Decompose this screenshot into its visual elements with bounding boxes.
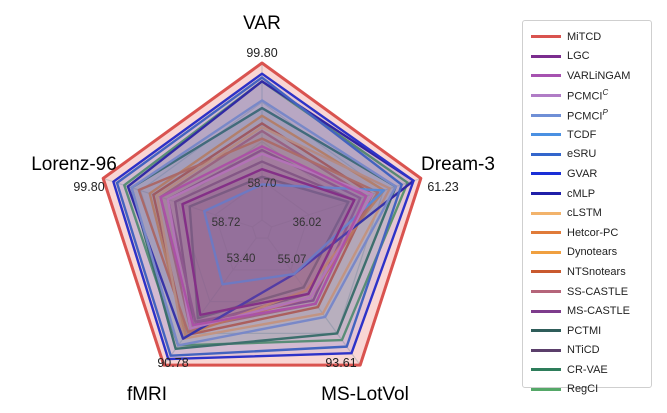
legend-item: eSRU <box>531 145 651 165</box>
legend-label: Dynotears <box>567 246 618 259</box>
axis-title-fmri: fMRI <box>127 384 167 405</box>
legend-swatch <box>531 113 561 117</box>
legend-swatch <box>531 348 561 352</box>
legend-label: CR-VAE <box>567 363 608 376</box>
legend-label: PCTMI <box>567 324 602 337</box>
legend-item: VARLiNGAM <box>531 66 651 86</box>
legend-swatch <box>531 192 561 196</box>
axis-min-dream3: 36.02 <box>293 217 322 229</box>
axis-max-var: 99.80 <box>246 46 277 60</box>
legend-item: Dynotears <box>531 243 651 263</box>
legend-label: cLSTM <box>567 207 602 220</box>
legend-label: TCDF <box>567 128 597 141</box>
axis-max-lorenz96: 99.80 <box>73 180 104 194</box>
series-tcdf <box>203 183 386 286</box>
axis-max-mslotvol: 93.61 <box>325 356 356 370</box>
legend-swatch <box>531 133 561 137</box>
legend-item: MiTCD <box>531 27 651 47</box>
legend-label: cMLP <box>567 187 596 200</box>
legend-swatch <box>531 231 561 235</box>
legend-label: VARLiNGAM <box>567 69 631 82</box>
legend-label: MiTCD <box>567 30 602 43</box>
legend-item: SS-CASTLE <box>531 282 651 302</box>
legend-label: NTSnotears <box>567 265 626 278</box>
legend-label: LGC <box>567 50 590 63</box>
legend-swatch <box>531 35 561 39</box>
series-pcmci-p <box>130 99 397 347</box>
legend-item: cMLP <box>531 184 651 204</box>
legend-label: GVAR <box>567 167 598 180</box>
legend-label: RegCI <box>567 383 599 396</box>
radar-series <box>101 61 423 367</box>
legend-swatch <box>531 387 561 391</box>
legend-item: MS-CASTLE <box>531 301 651 321</box>
legend-label: PCMCIP <box>567 107 608 123</box>
axis-min-fmri: 53.40 <box>227 253 256 265</box>
legend-label: SS-CASTLE <box>567 285 629 298</box>
legend-label: Hetcor-PC <box>567 226 619 239</box>
legend-label: NTiCD <box>567 344 600 357</box>
legend-swatch <box>531 152 561 156</box>
legend-item: GVAR <box>531 164 651 184</box>
axis-title-var: VAR <box>243 13 281 34</box>
axis-max-dream3: 61.23 <box>427 180 458 194</box>
axis-min-var: 58.70 <box>248 178 277 190</box>
legend-swatch <box>531 270 561 274</box>
axis-max-fmri: 90.78 <box>157 356 188 370</box>
series-pcmci-c <box>166 152 374 330</box>
axis-title-dream3: Dream-3 <box>421 154 495 175</box>
legend-item: RegCI <box>531 380 651 400</box>
legend-item: PCTMI <box>531 321 651 341</box>
legend-label: PCMCIC <box>567 88 609 103</box>
legend-swatch <box>531 309 561 313</box>
axis-min-lorenz96: 58.72 <box>212 217 241 229</box>
legend-item: Hetcor-PC <box>531 223 651 243</box>
legend-swatch <box>531 54 561 58</box>
chart-legend: MiTCD LGC VARLiNGAM PCMCIC PCMCIP TCDF eSRU GVA… <box>522 20 652 395</box>
series-ntsnotears <box>152 122 374 337</box>
legend-item: NTiCD <box>531 341 651 361</box>
grid-ring <box>214 180 310 271</box>
legend-swatch <box>531 329 561 333</box>
legend-item: LGC <box>531 47 651 67</box>
legend-swatch <box>531 211 561 215</box>
legend-item: cLSTM <box>531 203 651 223</box>
grid-spoke <box>163 237 257 366</box>
series-mitcd <box>101 61 423 367</box>
series-esru <box>115 76 403 357</box>
grid-ring <box>251 219 273 239</box>
legend-item: PCMCIC <box>531 86 651 106</box>
legend-swatch <box>531 290 561 294</box>
series-lgc <box>181 167 356 317</box>
axis-min-mslotvol: 55.07 <box>278 254 307 266</box>
legend-item: TCDF <box>531 125 651 145</box>
legend-item: CR-VAE <box>531 360 651 380</box>
legend-item: NTSnotears <box>531 262 651 282</box>
legend-swatch <box>531 74 561 78</box>
axis-title-lorenz96: Lorenz-96 <box>31 154 117 175</box>
grid-spoke <box>267 237 361 366</box>
legend-swatch <box>531 94 561 98</box>
legend-swatch <box>531 250 561 254</box>
legend-label: MS-CASTLE <box>567 305 630 318</box>
legend-swatch <box>531 172 561 176</box>
legend-item: PCMCIP <box>531 105 651 125</box>
axis-title-mslotvol: MS-LotVol <box>321 384 409 405</box>
legend-swatch <box>531 368 561 372</box>
radar-labels: VAR 99.80 58.70 Dream-3 61.23 36.02 MS-L… <box>31 13 495 405</box>
legend-label: eSRU <box>567 148 597 161</box>
series-gvar <box>112 72 415 361</box>
